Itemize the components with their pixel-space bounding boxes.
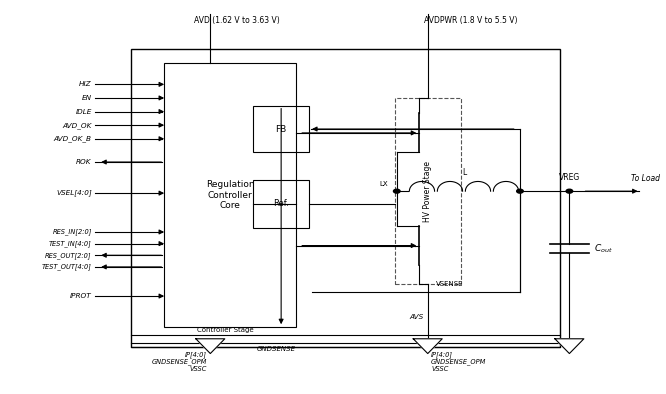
Text: AVDPWR (1.8 V to 5.5 V): AVDPWR (1.8 V to 5.5 V): [424, 16, 517, 25]
Text: IP[4:0]: IP[4:0]: [431, 351, 453, 358]
Bar: [165, 63, 296, 327]
Text: EN: EN: [82, 95, 92, 101]
Text: GNDSENSE: GNDSENSE: [256, 346, 296, 352]
Text: RES_OUT[2:0]: RES_OUT[2:0]: [45, 252, 92, 258]
Text: HV Power Stage: HV Power Stage: [423, 161, 432, 222]
Text: TEST_IN[4:0]: TEST_IN[4:0]: [49, 240, 92, 247]
Text: GNDSENSE_OPM: GNDSENSE_OPM: [152, 359, 207, 366]
Text: IDLE: IDLE: [75, 108, 92, 115]
Bar: [131, 49, 559, 347]
Text: AVS: AVS: [410, 314, 424, 320]
Text: IP[4:0]: IP[4:0]: [185, 351, 207, 358]
Text: $C_{out}$: $C_{out}$: [595, 242, 613, 255]
Text: To Load: To Load: [631, 174, 659, 183]
Circle shape: [394, 189, 400, 193]
Text: Regulation
Controller
Core: Regulation Controller Core: [206, 180, 254, 210]
Text: AVD (1.62 V to 3.63 V): AVD (1.62 V to 3.63 V): [194, 16, 280, 25]
Text: IPROT: IPROT: [70, 293, 92, 299]
Text: AVD_OK: AVD_OK: [63, 122, 92, 128]
Text: FB: FB: [276, 125, 287, 134]
Polygon shape: [196, 339, 225, 353]
Text: VSENSE: VSENSE: [436, 281, 464, 287]
Bar: [253, 180, 309, 228]
Text: TEST_OUT[4:0]: TEST_OUT[4:0]: [42, 264, 92, 270]
Text: VSSC: VSSC: [431, 366, 448, 372]
Text: RES_IN[2:0]: RES_IN[2:0]: [53, 229, 92, 235]
Text: VREG: VREG: [559, 173, 580, 182]
Circle shape: [517, 189, 523, 193]
Polygon shape: [555, 339, 584, 353]
Text: AVD_OK_B: AVD_OK_B: [54, 136, 92, 142]
Bar: [395, 98, 461, 284]
Text: ROK: ROK: [76, 159, 92, 165]
Text: LX: LX: [379, 181, 388, 187]
Text: VSSC: VSSC: [190, 366, 207, 372]
Text: VSEL[4:0]: VSEL[4:0]: [56, 190, 92, 197]
Text: GNDSENSE_OPM: GNDSENSE_OPM: [431, 359, 486, 366]
Circle shape: [566, 189, 573, 193]
Text: HIZ: HIZ: [79, 81, 92, 87]
Text: L: L: [462, 168, 466, 177]
Polygon shape: [413, 339, 442, 353]
Bar: [253, 106, 309, 152]
Text: Controller Stage: Controller Stage: [197, 327, 254, 333]
Text: Ref.: Ref.: [273, 199, 289, 208]
